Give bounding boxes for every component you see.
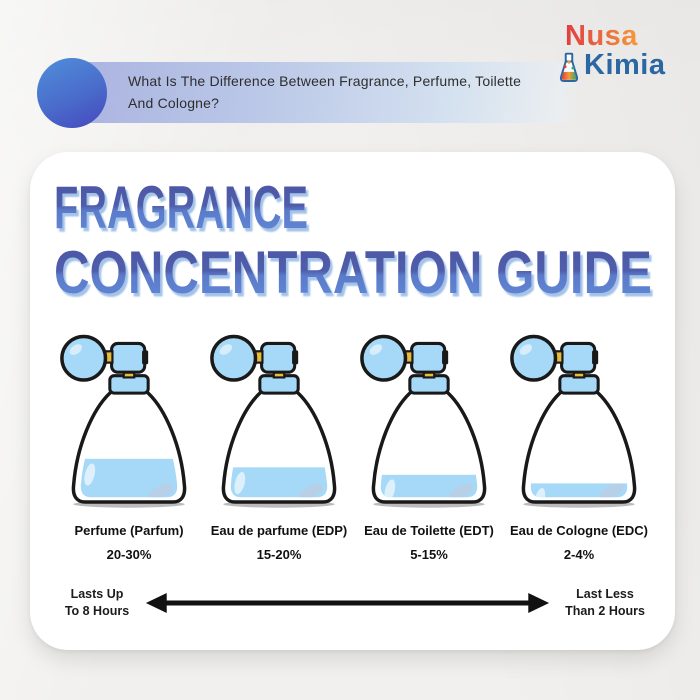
logo-word-top: Nusa [565, 20, 638, 52]
title-line-1: FRAGRANCE [54, 174, 308, 241]
duration-right-label: Last Less Than 2 Hours [557, 586, 653, 620]
perfume-bottle-icon [60, 334, 187, 508]
bottle-percent: 5-15% [410, 547, 448, 562]
sprayer-nozzle [592, 350, 599, 365]
duration-scale: Lasts Up To 8 Hours Last Less Than 2 Hou… [56, 580, 653, 626]
liquid-highlight-group [234, 471, 246, 495]
sprayer-head [410, 341, 447, 374]
flask-icon [559, 52, 579, 82]
pump-bulb [510, 334, 558, 382]
duration-left-line1: Lasts Up [70, 587, 124, 601]
bulb-highlight [519, 344, 533, 355]
poster-title: FRAGRANCE CONCENTRATION GUIDE [54, 174, 652, 306]
perfume-bottle-icon [510, 334, 637, 508]
bottles-row: Perfume (Parfum) 20-30% Eau de parfume (… [54, 333, 651, 562]
liquid-crescent [599, 483, 624, 498]
bottle-name: Perfume (Parfum) [74, 523, 184, 538]
bottle-name: Eau de parfume (EDP) [210, 523, 348, 538]
bottle-percent: 20-30% [106, 547, 152, 562]
duration-left-label: Lasts Up To 8 Hours [56, 586, 138, 620]
pump-bulb [60, 334, 108, 382]
sprayer-head [560, 341, 597, 374]
bottle-column: Perfume (Parfum) 20-30% [54, 333, 204, 562]
sprayer-nozzle [292, 350, 299, 365]
bulb-highlight [219, 344, 233, 355]
brand-logo: Nusa Kimia [556, 20, 688, 90]
pump-bulb [210, 334, 258, 382]
bottle-name: Eau de Cologne (EDC) [510, 523, 648, 538]
sprayer-head [260, 341, 297, 374]
liquid-highlight-group [84, 463, 96, 486]
perfume-bottle-icon [210, 334, 337, 508]
question-banner [70, 62, 576, 123]
liquid-crescent [449, 483, 474, 498]
bottle-column: Eau de parfume (EDP) 15-20% [204, 333, 354, 562]
liquid-crescent [299, 483, 324, 498]
liquid-highlight-group [534, 487, 546, 498]
double-arrow-icon [144, 590, 551, 616]
guide-card: FRAGRANCE CONCENTRATION GUIDE Perfume (P… [30, 152, 675, 650]
liquid-crescent [149, 483, 174, 498]
bulb-highlight [69, 344, 83, 355]
bottle-percent: 2-4% [563, 547, 595, 562]
duration-right-line2: Than 2 Hours [565, 604, 645, 618]
bottle-percent: 15-20% [256, 547, 302, 562]
logo-word-bottom: Kimia [584, 49, 666, 81]
question-text: What Is The Difference Between Fragrance… [128, 73, 522, 111]
liquid-highlight-group [384, 479, 396, 498]
bottle-name: Eau de Toilette (EDT) [364, 523, 494, 538]
decorative-circle [37, 58, 107, 128]
title-line-2: CONCENTRATION GUIDE [54, 239, 652, 306]
bottle-column: Eau de Toilette (EDT) 5-15% [354, 333, 504, 562]
sprayer-nozzle [442, 350, 449, 365]
bottle-column: Eau de Cologne (EDC) 2-4% [504, 333, 654, 562]
duration-left-line2: To 8 Hours [64, 604, 130, 618]
sprayer-head [110, 341, 147, 374]
perfume-bottle-icon [360, 334, 487, 508]
pump-bulb [360, 334, 408, 382]
bulb-highlight [369, 344, 383, 355]
duration-right-line1: Last Less [576, 587, 634, 601]
sprayer-nozzle [142, 350, 149, 365]
